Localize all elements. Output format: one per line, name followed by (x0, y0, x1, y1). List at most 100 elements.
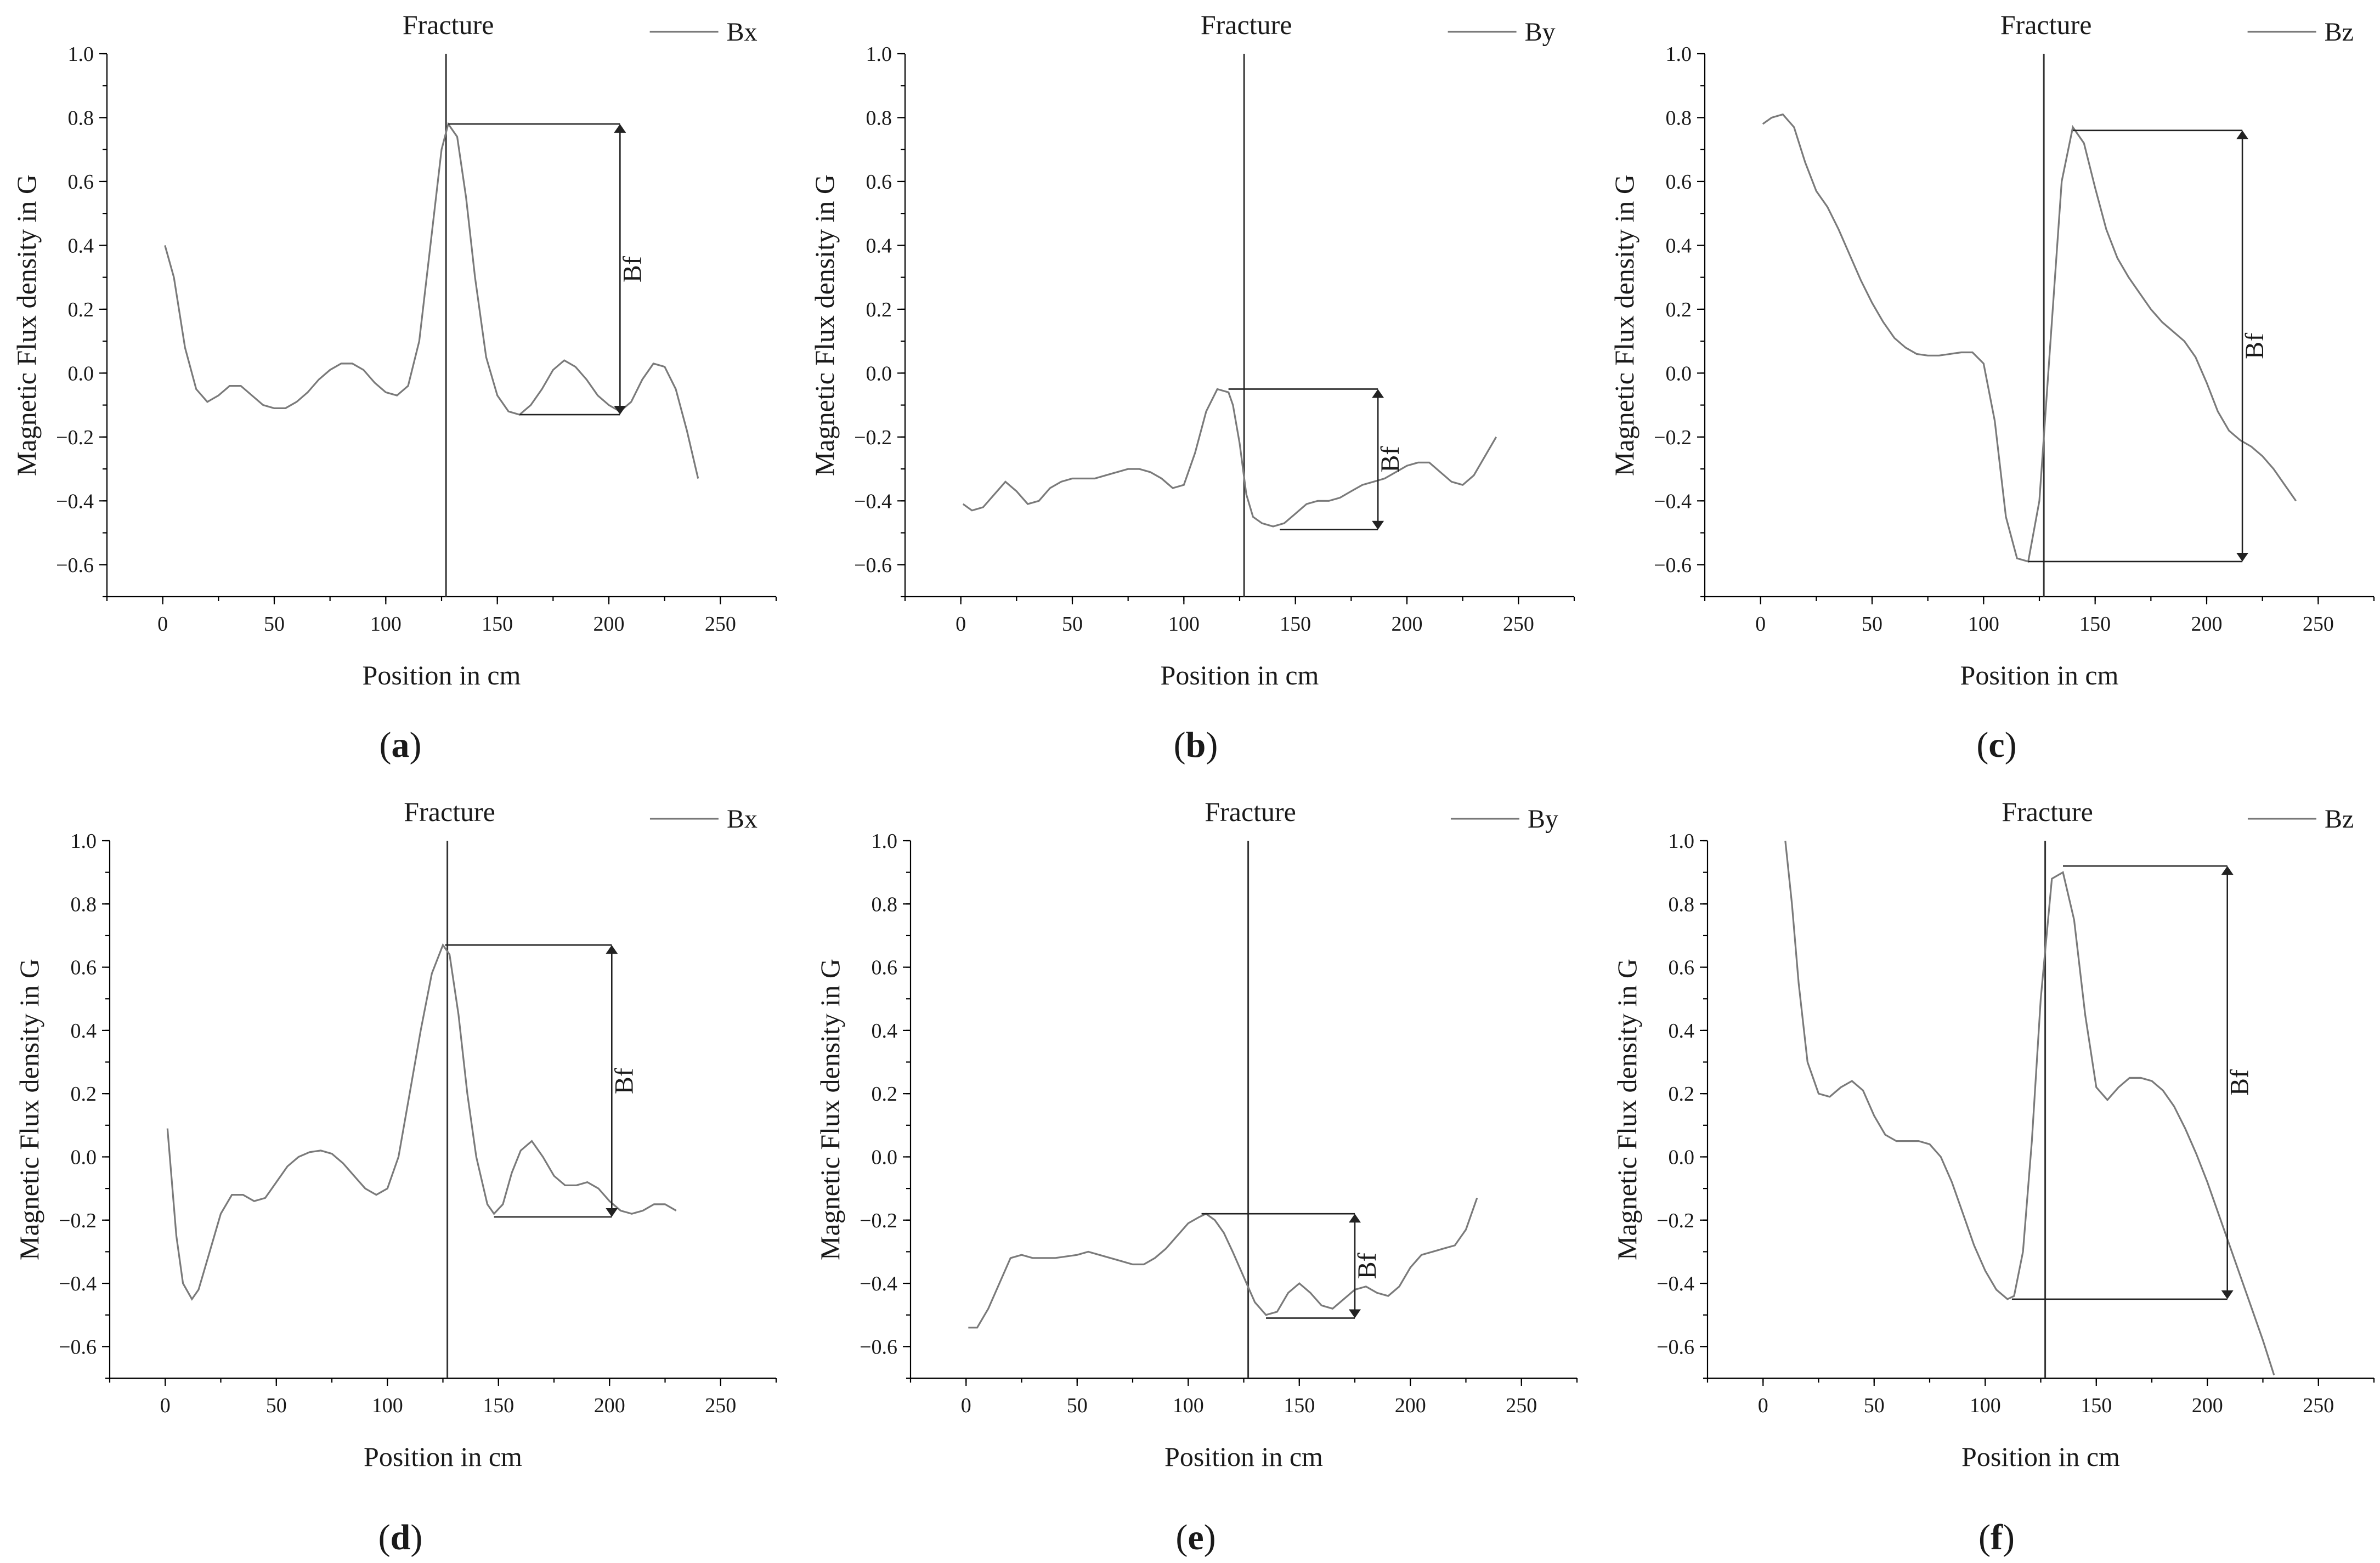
fracture-label: Fracture (1205, 796, 1296, 827)
x-tick-label: 150 (482, 613, 513, 636)
x-tick-label: 0 (1758, 1394, 1768, 1417)
fracture-label: Fracture (2002, 796, 2093, 827)
x-tick-label: 0 (956, 613, 966, 636)
y-tick-label: 0.4 (866, 234, 892, 257)
x-tick-label: 250 (705, 613, 736, 636)
y-tick-label: 0.8 (1669, 893, 1695, 916)
y-tick-label: 0.4 (68, 234, 94, 257)
y-tick-label: 0.2 (1669, 1083, 1695, 1106)
y-tick-label: 0.0 (1669, 1146, 1695, 1169)
x-tick-label: 100 (1173, 1394, 1204, 1417)
chart-panel-c: 1.0 0.8 0.6 0.4 0.2 0.0 −0.2 −0.4 −0.6 0 50 100 150 2… (1609, 9, 2375, 765)
y-axis-title: Magnetic Flux density in G (1612, 959, 1642, 1260)
panel-caption: (c) (1976, 725, 2016, 765)
bf-arrow-down (606, 1208, 618, 1217)
chart-panel-a: 1.0 0.8 0.6 0.4 0.2 0.0 −0.2 −0.4 −0.6 0 50 100 150 2… (11, 9, 777, 765)
bf-arrow-down (614, 406, 626, 415)
y-tick-label: 1.0 (68, 43, 94, 66)
x-tick-label: 100 (1168, 613, 1200, 636)
panel-caption: (e) (1175, 1517, 1216, 1558)
bf-arrow-up (1372, 389, 1384, 398)
x-axis-title: Position in cm (1161, 660, 1319, 690)
y-axis-title: Magnetic Flux density in G (1609, 174, 1640, 476)
y-tick-label: 1.0 (866, 43, 892, 66)
x-tick-label: 100 (370, 613, 402, 636)
y-axis-title: Magnetic Flux density in G (815, 959, 845, 1260)
bf-arrow-up (614, 124, 626, 133)
x-tick-label: 100 (372, 1394, 403, 1417)
x-tick-label: 0 (1755, 613, 1766, 636)
legend-label: By (1528, 805, 1558, 834)
series-line-bx (164, 122, 699, 479)
y-tick-label: −0.6 (860, 1335, 897, 1358)
y-tick-label: 0.8 (872, 893, 898, 916)
x-tick-label: 150 (2081, 1394, 2112, 1417)
panel-letter: b (1186, 725, 1206, 765)
x-tick-label: 150 (2079, 613, 2111, 636)
bf-arrow-down (1349, 1309, 1361, 1318)
y-tick-label: −0.4 (1657, 1272, 1694, 1295)
y-tick-label: 0.2 (872, 1083, 898, 1106)
y-tick-label: 1.0 (1666, 43, 1692, 66)
series-line-by (962, 388, 1497, 528)
bf-label: Bf (1353, 1253, 1382, 1279)
y-tick-label: −0.4 (56, 490, 94, 513)
y-tick-label: 0.2 (71, 1083, 97, 1106)
y-tick-label: 0.6 (68, 171, 94, 194)
fracture-label: Fracture (1201, 9, 1292, 40)
series-line-bx (166, 943, 677, 1301)
y-tick-label: −0.2 (1657, 1209, 1694, 1232)
y-tick-label: 0.4 (1666, 234, 1692, 257)
panel-letter: c (1988, 725, 2004, 765)
bf-arrow-down (1372, 520, 1384, 530)
x-tick-label: 150 (1280, 613, 1311, 636)
x-axis-title: Position in cm (1960, 660, 2119, 690)
legend-label: Bz (2325, 18, 2354, 47)
y-tick-label: 1.0 (71, 830, 97, 853)
bf-label: Bf (609, 1068, 638, 1094)
bf-label: Bf (2225, 1069, 2254, 1096)
y-tick-label: −0.6 (1654, 554, 1692, 577)
y-tick-label: 0.4 (872, 1020, 898, 1043)
x-tick-label: 50 (264, 613, 285, 636)
x-tick-label: 100 (1970, 1394, 2001, 1417)
y-tick-label: −0.2 (59, 1209, 97, 1232)
bf-arrow-down (2221, 1290, 2234, 1299)
series-line-bz (1784, 840, 2275, 1375)
bf-arrow-up (2236, 130, 2249, 139)
y-tick-label: −0.2 (1654, 426, 1692, 449)
legend-label: Bx (727, 18, 757, 47)
y-tick-label: 0.6 (1666, 171, 1692, 194)
fracture-label: Fracture (404, 796, 495, 827)
y-tick-label: 1.0 (872, 830, 898, 853)
x-axis-title: Position in cm (363, 660, 521, 690)
x-tick-label: 250 (2303, 613, 2334, 636)
legend-label: Bz (2325, 805, 2354, 834)
bf-arrow-up (1349, 1214, 1361, 1223)
y-tick-label: 0.0 (71, 1146, 97, 1169)
y-tick-label: −0.4 (59, 1272, 97, 1295)
y-axis-title: Magnetic Flux density in G (809, 174, 840, 476)
y-tick-label: −0.2 (860, 1209, 897, 1232)
chart-panel-e: 1.0 0.8 0.6 0.4 0.2 0.0 −0.2 −0.4 −0.6 0 50 100 150 2… (815, 796, 1578, 1558)
y-axis-title: Magnetic Flux density in G (11, 174, 42, 476)
x-tick-label: 50 (1864, 1394, 1885, 1417)
x-tick-label: 250 (705, 1394, 736, 1417)
x-tick-label: 200 (1395, 1394, 1426, 1417)
panel-letter: f (1991, 1517, 2003, 1558)
y-tick-label: 0.8 (68, 106, 94, 129)
y-tick-label: 0.8 (71, 893, 97, 916)
x-tick-label: 250 (1506, 1394, 1537, 1417)
y-tick-label: 0.2 (1666, 298, 1692, 321)
x-tick-label: 0 (160, 1394, 171, 1417)
panel-caption: (a) (380, 725, 422, 765)
legend-label: By (1525, 18, 1556, 47)
y-tick-label: 0.6 (866, 171, 892, 194)
bf-label: Bf (618, 256, 647, 282)
panel-caption: (f) (1978, 1517, 2015, 1558)
x-tick-label: 250 (2303, 1394, 2334, 1417)
x-tick-label: 200 (2192, 1394, 2223, 1417)
x-tick-label: 200 (594, 1394, 625, 1417)
x-tick-label: 0 (157, 613, 168, 636)
